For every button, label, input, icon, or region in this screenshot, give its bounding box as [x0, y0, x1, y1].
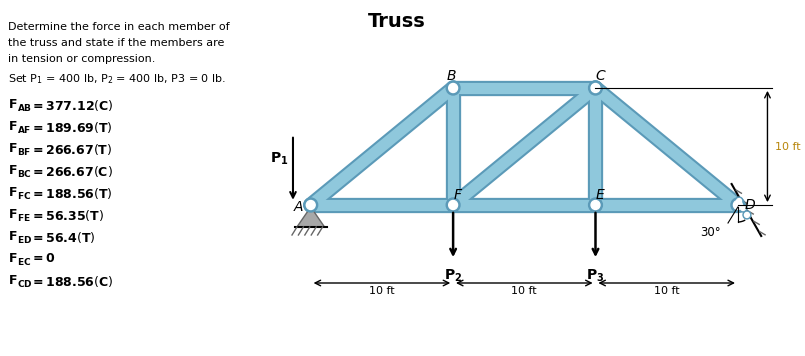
Text: $\mathbf{F}$: $\mathbf{F}$ [8, 208, 18, 221]
Text: $\mathbf{F}$: $\mathbf{F}$ [8, 120, 18, 133]
Text: $\mathbf{P_1}$: $\mathbf{P_1}$ [270, 151, 288, 167]
Text: in tension or compression.: in tension or compression. [8, 54, 155, 64]
Circle shape [306, 200, 316, 209]
Text: $\mathbf{= 56.35 \mathrm{(}T\mathrm{)}}$: $\mathbf{= 56.35 \mathrm{(}T\mathrm{)}}$ [30, 208, 104, 223]
Text: $\mathbf{F}$: $\mathbf{F}$ [8, 252, 18, 265]
Circle shape [735, 197, 743, 205]
Text: $\mathbf{= 377.12 \mathrm{(}C\mathrm{)}}$: $\mathbf{= 377.12 \mathrm{(}C\mathrm{)}}… [30, 98, 114, 113]
Text: F: F [454, 188, 462, 202]
Text: the truss and state if the members are: the truss and state if the members are [8, 38, 225, 48]
Text: $\mathbf{F}$: $\mathbf{F}$ [8, 164, 18, 177]
Circle shape [731, 198, 745, 212]
Text: $\mathbf{EC}$: $\mathbf{EC}$ [17, 256, 31, 267]
Text: $\mathbf{F}$: $\mathbf{F}$ [8, 142, 18, 155]
Circle shape [743, 211, 751, 219]
Circle shape [303, 198, 318, 212]
Circle shape [588, 198, 602, 212]
Text: A: A [294, 200, 303, 214]
Circle shape [446, 81, 460, 95]
Circle shape [588, 81, 602, 95]
Circle shape [737, 199, 741, 204]
Text: $\mathbf{P_2}$: $\mathbf{P_2}$ [444, 268, 462, 284]
Text: $\mathbf{AB}$: $\mathbf{AB}$ [17, 102, 32, 113]
Text: $\mathbf{= 266.67 \mathrm{(}C\mathrm{)}}$: $\mathbf{= 266.67 \mathrm{(}C\mathrm{)}}… [30, 164, 113, 179]
Circle shape [741, 205, 745, 210]
Text: $\mathbf{= 56.4 \mathrm{(}T\mathrm{)}}$: $\mathbf{= 56.4 \mathrm{(}T\mathrm{)}}$ [30, 230, 95, 245]
Text: $\mathbf{F}$: $\mathbf{F}$ [8, 274, 18, 287]
Text: D: D [745, 198, 755, 212]
Text: $\mathbf{BC}$: $\mathbf{BC}$ [17, 168, 31, 179]
Circle shape [745, 213, 749, 218]
Text: C: C [596, 69, 605, 83]
Text: 10 ft: 10 ft [369, 286, 394, 296]
Text: $\mathbf{FC}$: $\mathbf{FC}$ [17, 190, 31, 201]
Text: Truss: Truss [368, 12, 425, 31]
Text: $\mathbf{F}$: $\mathbf{F}$ [8, 98, 18, 111]
Text: $\mathbf{= 266.67 \mathrm{(}T\mathrm{)}}$: $\mathbf{= 266.67 \mathrm{(}T\mathrm{)}}… [30, 142, 112, 157]
Circle shape [733, 200, 742, 209]
Text: Determine the force in each member of: Determine the force in each member of [8, 22, 229, 32]
Circle shape [448, 84, 457, 93]
Text: $\mathbf{= 189.69 \mathrm{(}T\mathrm{)}}$: $\mathbf{= 189.69 \mathrm{(}T\mathrm{)}}… [30, 120, 113, 135]
Circle shape [591, 84, 600, 93]
Text: $\mathbf{ED}$: $\mathbf{ED}$ [17, 234, 32, 245]
Circle shape [446, 198, 460, 212]
Text: $\mathbf{F}$: $\mathbf{F}$ [8, 230, 18, 243]
Text: Set P$_1$ = 400 lb, P$_2$ = 400 lb, P3 = 0 lb.: Set P$_1$ = 400 lb, P$_2$ = 400 lb, P3 =… [8, 72, 226, 86]
Circle shape [591, 200, 600, 209]
Text: 10 ft: 10 ft [654, 286, 679, 296]
Text: $\mathbf{FE}$: $\mathbf{FE}$ [17, 212, 31, 223]
Text: B: B [447, 69, 456, 83]
Text: $\mathbf{F}$: $\mathbf{F}$ [8, 186, 18, 199]
Text: 30°: 30° [700, 226, 720, 240]
Circle shape [739, 204, 747, 212]
Text: $\mathbf{= 188.56 \mathrm{(}T\mathrm{)}}$: $\mathbf{= 188.56 \mathrm{(}T\mathrm{)}}… [30, 186, 113, 201]
Text: $\mathbf{AF}$: $\mathbf{AF}$ [17, 124, 31, 135]
Text: E: E [596, 188, 605, 202]
Text: $\mathbf{P_3}$: $\mathbf{P_3}$ [586, 268, 605, 284]
Text: 10 ft: 10 ft [775, 141, 801, 152]
Text: $\mathbf{BF}$: $\mathbf{BF}$ [17, 146, 31, 157]
Text: $\mathbf{CD}$: $\mathbf{CD}$ [17, 278, 32, 289]
Text: $\mathbf{= 188.56 \mathrm{(}C\mathrm{)}}$: $\mathbf{= 188.56 \mathrm{(}C\mathrm{)}}… [30, 274, 113, 289]
Circle shape [448, 200, 457, 209]
Text: $\mathbf{= 0}$: $\mathbf{= 0}$ [30, 252, 55, 265]
Text: 10 ft: 10 ft [511, 286, 537, 296]
Polygon shape [297, 207, 324, 227]
